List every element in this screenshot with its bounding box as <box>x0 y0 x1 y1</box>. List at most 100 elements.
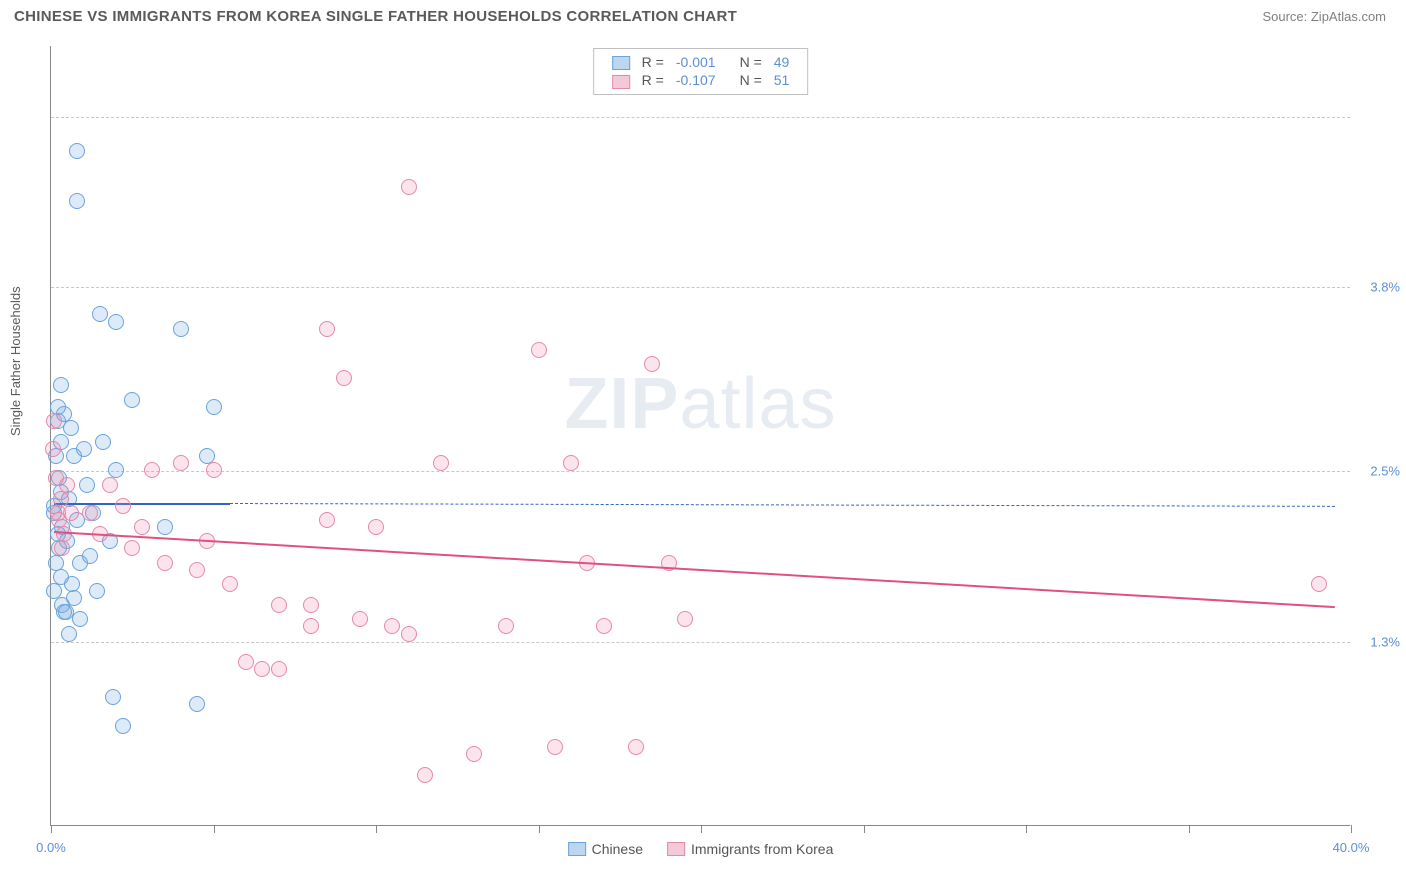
legend-r-label: R = <box>636 53 670 71</box>
legend-item: Immigrants from Korea <box>667 841 833 857</box>
legend-item: Chinese <box>568 841 643 857</box>
legend-n-value: 49 <box>768 53 796 71</box>
gridline <box>51 287 1350 288</box>
x-tick <box>51 825 52 833</box>
data-point <box>547 739 563 755</box>
legend-label: Immigrants from Korea <box>691 841 833 857</box>
data-point <box>89 583 105 599</box>
x-tick <box>1189 825 1190 833</box>
x-tick-label: 40.0% <box>1333 840 1370 855</box>
trend-line-extrapolated <box>230 503 1335 507</box>
watermark: ZIPatlas <box>564 363 836 445</box>
x-tick <box>701 825 702 833</box>
correlation-legend: R =-0.001 N =49 R =-0.107 N =51 <box>593 48 809 95</box>
data-point <box>82 548 98 564</box>
x-tick <box>539 825 540 833</box>
data-point <box>352 611 368 627</box>
data-point <box>72 611 88 627</box>
legend-r-value: -0.107 <box>670 71 722 89</box>
data-point <box>69 143 85 159</box>
data-point <box>45 441 61 457</box>
data-point <box>115 498 131 514</box>
y-tick-label: 2.5% <box>1356 464 1400 479</box>
data-point <box>1311 576 1327 592</box>
data-point <box>134 519 150 535</box>
data-point <box>82 505 98 521</box>
data-point <box>433 455 449 471</box>
data-point <box>124 392 140 408</box>
data-point <box>238 654 254 670</box>
data-point <box>102 477 118 493</box>
data-point <box>53 377 69 393</box>
data-point <box>319 512 335 528</box>
data-point <box>206 462 222 478</box>
legend-n-label: N = <box>734 53 768 71</box>
y-tick-label: 1.3% <box>1356 634 1400 649</box>
data-point <box>157 519 173 535</box>
data-point <box>48 470 64 486</box>
data-point <box>222 576 238 592</box>
data-point <box>58 604 74 620</box>
gridline <box>51 642 1350 643</box>
data-point <box>76 441 92 457</box>
data-point <box>336 370 352 386</box>
x-tick <box>376 825 377 833</box>
data-point <box>124 540 140 556</box>
data-point <box>628 739 644 755</box>
x-tick-label: 0.0% <box>36 840 66 855</box>
data-point <box>644 356 660 372</box>
series-legend: Chinese Immigrants from Korea <box>568 841 834 857</box>
data-point <box>173 455 189 471</box>
legend-swatch <box>612 75 630 89</box>
data-point <box>189 562 205 578</box>
legend-r-label: R = <box>636 71 670 89</box>
chart-title: CHINESE VS IMMIGRANTS FROM KOREA SINGLE … <box>14 8 737 25</box>
y-tick-label: 3.8% <box>1356 280 1400 295</box>
data-point <box>189 696 205 712</box>
data-point <box>95 434 111 450</box>
data-point <box>254 661 270 677</box>
data-point <box>105 689 121 705</box>
legend-n-label: N = <box>734 71 768 89</box>
data-point <box>303 597 319 613</box>
data-point <box>92 306 108 322</box>
data-point <box>466 746 482 762</box>
data-point <box>115 718 131 734</box>
legend-label: Chinese <box>592 841 643 857</box>
data-point <box>401 626 417 642</box>
x-tick <box>1026 825 1027 833</box>
data-point <box>61 626 77 642</box>
legend-r-value: -0.001 <box>670 53 722 71</box>
data-point <box>303 618 319 634</box>
gridline <box>51 471 1350 472</box>
legend-swatch <box>612 56 630 70</box>
source-attribution: Source: ZipAtlas.com <box>1262 9 1386 24</box>
legend-n-value: 51 <box>768 71 796 89</box>
data-point <box>368 519 384 535</box>
scatter-plot: ZIPatlas R =-0.001N =49R =-0.107N =51 Ch… <box>50 46 1350 826</box>
data-point <box>271 597 287 613</box>
gridline <box>51 117 1350 118</box>
data-point <box>563 455 579 471</box>
data-point <box>384 618 400 634</box>
data-point <box>596 618 612 634</box>
legend-swatch <box>568 842 586 856</box>
data-point <box>63 420 79 436</box>
legend-row: R =-0.001 N =49 <box>606 53 796 71</box>
data-point <box>108 314 124 330</box>
y-axis-label: Single Father Households <box>8 286 23 436</box>
data-point <box>46 413 62 429</box>
data-point <box>79 477 95 493</box>
data-point <box>677 611 693 627</box>
data-point <box>401 179 417 195</box>
data-point <box>144 462 160 478</box>
data-point <box>54 540 70 556</box>
x-tick <box>214 825 215 833</box>
x-tick <box>864 825 865 833</box>
data-point <box>69 193 85 209</box>
data-point <box>157 555 173 571</box>
data-point <box>531 342 547 358</box>
data-point <box>271 661 287 677</box>
data-point <box>319 321 335 337</box>
chart-container: Single Father Households ZIPatlas R =-0.… <box>14 46 1392 886</box>
